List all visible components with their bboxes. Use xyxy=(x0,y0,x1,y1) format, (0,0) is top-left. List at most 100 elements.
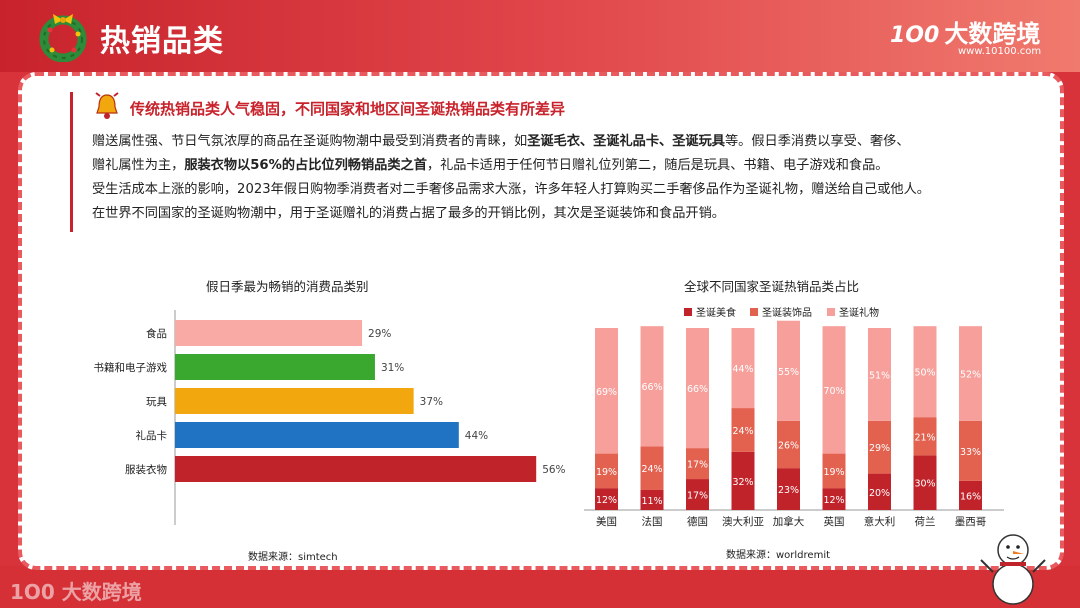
stack-label-4-1: 26% xyxy=(778,440,799,451)
country-label-2: 德国 xyxy=(687,515,708,528)
para-line1-highlight: 圣诞毛衣、圣诞礼品卡、圣诞玩具 xyxy=(527,134,725,149)
stack-label-8-0: 16% xyxy=(960,491,981,502)
stack-seg-6-0 xyxy=(868,473,891,510)
stack-label-4-0: 23% xyxy=(778,485,799,496)
legend-label-1: 圣诞装饰品 xyxy=(762,306,812,319)
legend-label-2: 圣诞礼物 xyxy=(839,306,879,319)
stack-seg-5-1 xyxy=(822,453,846,489)
stack-seg-6-2 xyxy=(868,328,891,421)
category-label-0: 食品 xyxy=(146,327,167,340)
bar-chart-title: 假日季最为畅销的消费品类别 xyxy=(206,279,369,294)
stack-seg-3-1 xyxy=(731,408,755,452)
stack-label-8-2: 52% xyxy=(960,370,981,381)
country-stacked-chart: 圣诞美食 圣诞装饰品 圣诞礼物 12% 19% 69% 美国 11% 24% 66% 法国 17% 17… xyxy=(584,306,1004,528)
category-label-2: 玩具 xyxy=(146,396,167,408)
section-subtitle: 传统热销品类人气稳固，不同国家和地区间圣诞热销品类有所差异 xyxy=(130,100,566,118)
country-label-6: 意大利 xyxy=(864,515,896,528)
legend-swatch-0 xyxy=(684,308,692,316)
stack-seg-4-1 xyxy=(777,420,800,469)
stack-label-0-1: 19% xyxy=(596,467,617,478)
para-line2-highlight: 服装衣物以56%的占比位列畅销品类之首 xyxy=(184,158,427,173)
stack-seg-5-2 xyxy=(822,326,846,454)
stack-label-8-1: 33% xyxy=(960,447,981,458)
para-line1-c: 等。假日季消费以享受、奢侈、 xyxy=(725,134,910,149)
country-label-1: 法国 xyxy=(642,515,663,528)
para-line2-c: ，礼品卡适用于任何节日赠礼位列第二，随后是玩具、书籍、电子游戏和食品。 xyxy=(426,158,889,173)
stack-seg-2-2 xyxy=(686,328,709,449)
stack-label-1-2: 66% xyxy=(641,382,662,393)
wreath-icon xyxy=(39,14,87,62)
category-label-1: 书籍和电子游戏 xyxy=(94,361,168,374)
page-title: 热销品类 xyxy=(100,24,224,59)
stack-label-0-0: 12% xyxy=(596,495,617,506)
para-line2-a: 赠礼属性为主， xyxy=(92,158,185,173)
country-label-7: 荷兰 xyxy=(915,515,936,528)
bar-0 xyxy=(175,320,363,346)
stack-label-2-1: 17% xyxy=(687,460,708,471)
stack-seg-0-1 xyxy=(595,453,618,489)
country-label-0: 美国 xyxy=(596,515,617,528)
stack-label-2-0: 17% xyxy=(687,491,708,502)
stack-label-6-0: 20% xyxy=(869,488,890,499)
stack-label-3-0: 32% xyxy=(732,477,753,488)
stack-label-6-2: 51% xyxy=(869,370,890,381)
stack-label-4-2: 55% xyxy=(778,367,799,378)
stack-seg-2-0 xyxy=(686,479,709,510)
stack-label-5-2: 70% xyxy=(823,386,844,397)
legend-swatch-2 xyxy=(827,308,835,316)
stack-seg-4-0 xyxy=(777,468,800,510)
country-label-3: 澳大利亚 xyxy=(722,515,764,528)
stack-seg-8-2 xyxy=(959,326,982,421)
stack-chart-title: 全球不同国家圣诞热销品类占比 xyxy=(684,279,860,294)
value-label-2: 37% xyxy=(420,396,443,408)
stack-label-3-2: 44% xyxy=(732,364,753,375)
stack-seg-3-2 xyxy=(731,328,755,409)
stack-seg-1-2 xyxy=(640,326,664,447)
para-line1-a: 赠送属性强、节日气氛浓厚的商品在圣诞购物潮中最受到消费者的青睐，如 xyxy=(92,134,528,149)
stack-label-7-0: 30% xyxy=(914,479,935,490)
legend-swatch-1 xyxy=(750,308,758,316)
intro-paragraph: 赠送属性强、节日气氛浓厚的商品在圣诞购物潮中最受到消费者的青睐，如圣诞毛衣、圣诞… xyxy=(92,130,1032,226)
stack-label-7-2: 50% xyxy=(914,368,935,379)
stack-seg-8-0 xyxy=(959,480,982,510)
category-label-3: 礼品卡 xyxy=(136,429,168,442)
stack-seg-2-1 xyxy=(686,448,709,480)
bar-2 xyxy=(175,388,414,414)
logo-mark: 1O0 xyxy=(890,23,940,48)
stack-seg-7-2 xyxy=(913,326,937,418)
value-label-4: 56% xyxy=(542,464,565,476)
stack-seg-5-0 xyxy=(822,488,846,510)
category-bar-chart: 食品 29% 书籍和电子游戏 31% 玩具 37% 礼品卡 44% 服装衣物 56% xyxy=(94,310,566,525)
watermark: 1O0 大数跨境 xyxy=(10,580,142,604)
bar-3 xyxy=(175,422,459,448)
logo-text: 大数跨境 xyxy=(944,20,1041,48)
stack-seg-3-0 xyxy=(731,451,755,510)
country-label-5: 英国 xyxy=(824,515,845,528)
stack-seg-7-0 xyxy=(913,455,937,510)
snowman-icon xyxy=(980,534,1046,605)
accent-bar xyxy=(70,92,73,232)
header-bar: 热销品类 1O0 大数跨境 www.10100.com xyxy=(0,0,1080,72)
stack-label-6-1: 29% xyxy=(869,443,890,454)
para-line3: 受生活成本上涨的影响，2023年假日购物季消费者对二手奢侈品需求大涨，许多年轻人… xyxy=(92,182,930,197)
para-line4: 在世界不同国家的圣诞购物潮中，用于圣诞赠礼的消费占据了最多的开销比例，其次是圣诞… xyxy=(92,206,725,221)
stack-seg-1-1 xyxy=(640,446,664,490)
stack-seg-0-2 xyxy=(595,328,618,454)
stack-seg-6-1 xyxy=(868,420,891,474)
stack-seg-0-0 xyxy=(595,488,618,510)
logo-url: www.10100.com xyxy=(958,46,1042,57)
stack-chart-source: 数据来源：worldremit xyxy=(726,550,831,561)
stack-label-3-1: 24% xyxy=(732,426,753,437)
bar-chart-source: 数据来源：simtech xyxy=(248,552,338,563)
value-label-0: 29% xyxy=(368,328,391,340)
value-label-3: 44% xyxy=(465,430,488,442)
stack-seg-1-0 xyxy=(640,489,664,510)
category-label-4: 服装衣物 xyxy=(125,463,167,476)
country-label-4: 加拿大 xyxy=(773,515,805,528)
bar-1 xyxy=(175,354,375,380)
legend-label-0: 圣诞美食 xyxy=(696,306,736,319)
value-label-1: 31% xyxy=(381,362,404,374)
bar-4 xyxy=(175,456,537,482)
stack-label-2-2: 66% xyxy=(687,384,708,395)
stack-label-7-1: 21% xyxy=(914,432,935,443)
